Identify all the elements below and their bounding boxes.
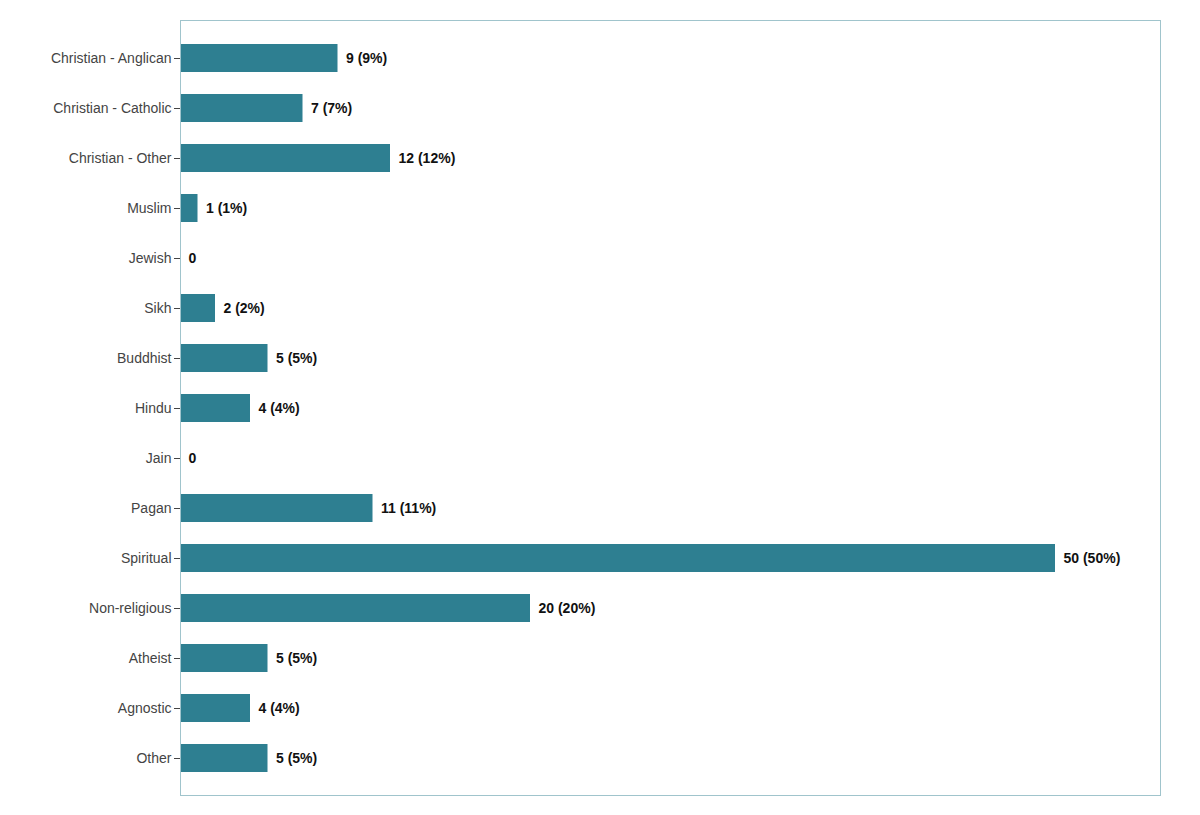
svg-text:12 (12%): 12 (12%) bbox=[399, 150, 456, 166]
svg-text:Christian - Anglican: Christian - Anglican bbox=[51, 50, 172, 66]
svg-text:7 (7%): 7 (7%) bbox=[311, 100, 352, 116]
svg-text:5 (5%): 5 (5%) bbox=[276, 650, 317, 666]
svg-text:Non-religious: Non-religious bbox=[89, 600, 171, 616]
svg-text:20 (20%): 20 (20%) bbox=[539, 600, 596, 616]
svg-text:Christian - Catholic: Christian - Catholic bbox=[53, 100, 171, 116]
svg-text:50 (50%): 50 (50%) bbox=[1064, 550, 1121, 566]
svg-text:9 (9%): 9 (9%) bbox=[346, 50, 387, 66]
svg-text:0: 0 bbox=[189, 250, 197, 266]
svg-text:0: 0 bbox=[189, 450, 197, 466]
svg-text:Agnostic: Agnostic bbox=[118, 700, 172, 716]
svg-text:11 (11%): 11 (11%) bbox=[381, 500, 436, 516]
svg-text:1 (1%): 1 (1%) bbox=[206, 200, 247, 216]
svg-text:5 (5%): 5 (5%) bbox=[276, 350, 317, 366]
svg-text:Muslim: Muslim bbox=[127, 200, 171, 216]
svg-text:Christian - Other: Christian - Other bbox=[69, 150, 172, 166]
svg-text:4 (4%): 4 (4%) bbox=[259, 700, 300, 716]
svg-text:Other: Other bbox=[136, 750, 171, 766]
svg-text:Buddhist: Buddhist bbox=[117, 350, 172, 366]
svg-text:Spiritual: Spiritual bbox=[121, 550, 172, 566]
svg-text:Atheist: Atheist bbox=[129, 650, 172, 666]
svg-text:2 (2%): 2 (2%) bbox=[224, 300, 265, 316]
svg-text:5 (5%): 5 (5%) bbox=[276, 750, 317, 766]
svg-text:Hindu: Hindu bbox=[135, 400, 172, 416]
svg-text:Sikh: Sikh bbox=[144, 300, 171, 316]
svg-text:4 (4%): 4 (4%) bbox=[259, 400, 300, 416]
svg-text:Pagan: Pagan bbox=[131, 500, 171, 516]
svg-text:Jewish: Jewish bbox=[129, 250, 172, 266]
svg-text:Jain: Jain bbox=[146, 450, 172, 466]
